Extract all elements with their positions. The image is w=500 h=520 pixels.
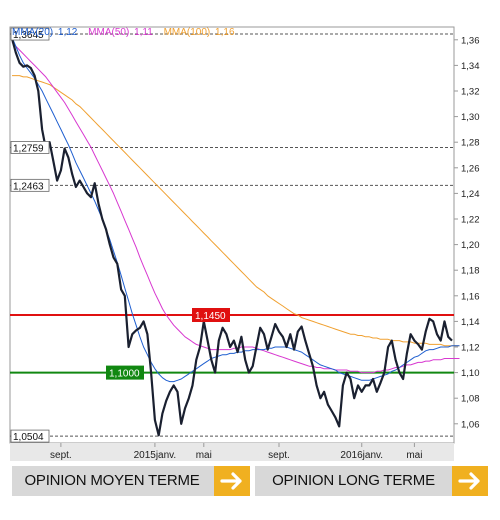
level-tag-box xyxy=(10,141,50,154)
chart-canvas: 1,36 1,34 1,32 1,30 1,28 1,26 1,24 1,22 1,20 1,18… xyxy=(9,26,480,461)
legend-mma100-name: MMA(100) xyxy=(163,27,211,38)
y-tick-label: 1,18 xyxy=(461,266,480,277)
legend-mma20-name: MMA(20) xyxy=(12,27,54,38)
legend-mma50-name: MMA(50) xyxy=(88,27,130,38)
y-tick-label: 1,36 xyxy=(461,35,480,46)
y-axis-ticks: 1,36 1,34 1,32 1,30 1,28 1,26 1,24 1,22 1,20 1,18… xyxy=(454,35,480,430)
level-tag-label: 1,1450 xyxy=(195,311,226,322)
opinion-bar: OPINION MOYEN TERME OPINION LONG TERME xyxy=(12,466,488,496)
series-mma100-line xyxy=(12,75,460,347)
legend-mma100-value: 1,16 xyxy=(215,27,235,38)
x-tick-label: sept. xyxy=(268,450,290,461)
y-tick-label: 1,12 xyxy=(461,343,480,354)
series-mma20-line xyxy=(11,37,460,383)
y-tick-label: 1,30 xyxy=(461,112,480,123)
button-separator xyxy=(250,466,255,496)
y-tick-label: 1,16 xyxy=(461,291,480,302)
level-tag-label: 1,2463 xyxy=(13,181,44,192)
y-tick-label: 1,14 xyxy=(461,317,480,328)
y-tick-label: 1,10 xyxy=(461,368,480,379)
level-tag-label: 1,1000 xyxy=(109,369,140,380)
level-tag-box xyxy=(10,429,50,443)
opinion-moyen-terme-label: OPINION MOYEN TERME xyxy=(24,472,200,489)
opinion-long-terme-button[interactable]: OPINION LONG TERME xyxy=(255,466,488,496)
x-tick-label: sept. xyxy=(50,450,72,461)
series-price-line xyxy=(10,38,453,437)
x-axis-band xyxy=(10,443,454,461)
y-tick-label: 1,28 xyxy=(461,138,480,149)
level-tag-label: 1,2759 xyxy=(13,143,44,154)
y-tick-label: 1,24 xyxy=(461,189,480,200)
x-tick-label: 2016janv. xyxy=(340,450,383,461)
x-tick-label: mai xyxy=(196,450,212,461)
opinion-moyen-terme-button[interactable]: OPINION MOYEN TERME xyxy=(12,466,250,496)
x-axis-ticks: sept. 2015janv. mai sept. 2016janv. mai xyxy=(50,443,422,461)
legend-mma50-value: 1,11 xyxy=(134,27,153,38)
level-tag-label: 1,3645 xyxy=(13,30,44,41)
legend-mma20-value: 1,12 xyxy=(57,27,78,38)
level-tag-label: 1,0504 xyxy=(13,432,44,443)
level-tag-box xyxy=(192,308,230,322)
y-tick-label: 1,34 xyxy=(461,61,480,72)
plot-area xyxy=(9,26,455,444)
legend: MMA(20) 1,12 MMA(50) 1,11 MMA(100) 1,16 xyxy=(12,27,237,38)
x-tick-label: 2015janv. xyxy=(134,450,177,461)
opinion-long-terme-label: OPINION LONG TERME xyxy=(272,472,435,489)
y-tick-label: 1,06 xyxy=(461,419,480,430)
level-tag-box xyxy=(106,365,144,380)
y-tick-label: 1,20 xyxy=(461,240,480,251)
level-lines xyxy=(10,33,454,437)
level-tag-box xyxy=(10,178,50,192)
y-tick-label: 1,08 xyxy=(461,394,480,405)
x-tick-label: mai xyxy=(406,450,422,461)
level-tag-box xyxy=(10,27,50,41)
series-lines xyxy=(10,37,460,437)
arrow-right-icon xyxy=(214,466,250,496)
y-tick-label: 1,26 xyxy=(461,163,480,174)
price-chart: 1,36 1,34 1,32 1,30 1,28 1,26 1,24 1,22 1,20 1,18… xyxy=(9,26,480,461)
y-tick-label: 1,32 xyxy=(461,87,480,98)
y-tick-label: 1,22 xyxy=(461,215,480,226)
level-tags: 1,3645 1,2759 1,2463 1,0504 1,1450 1,1000 xyxy=(10,27,230,443)
arrow-right-icon xyxy=(452,466,488,496)
